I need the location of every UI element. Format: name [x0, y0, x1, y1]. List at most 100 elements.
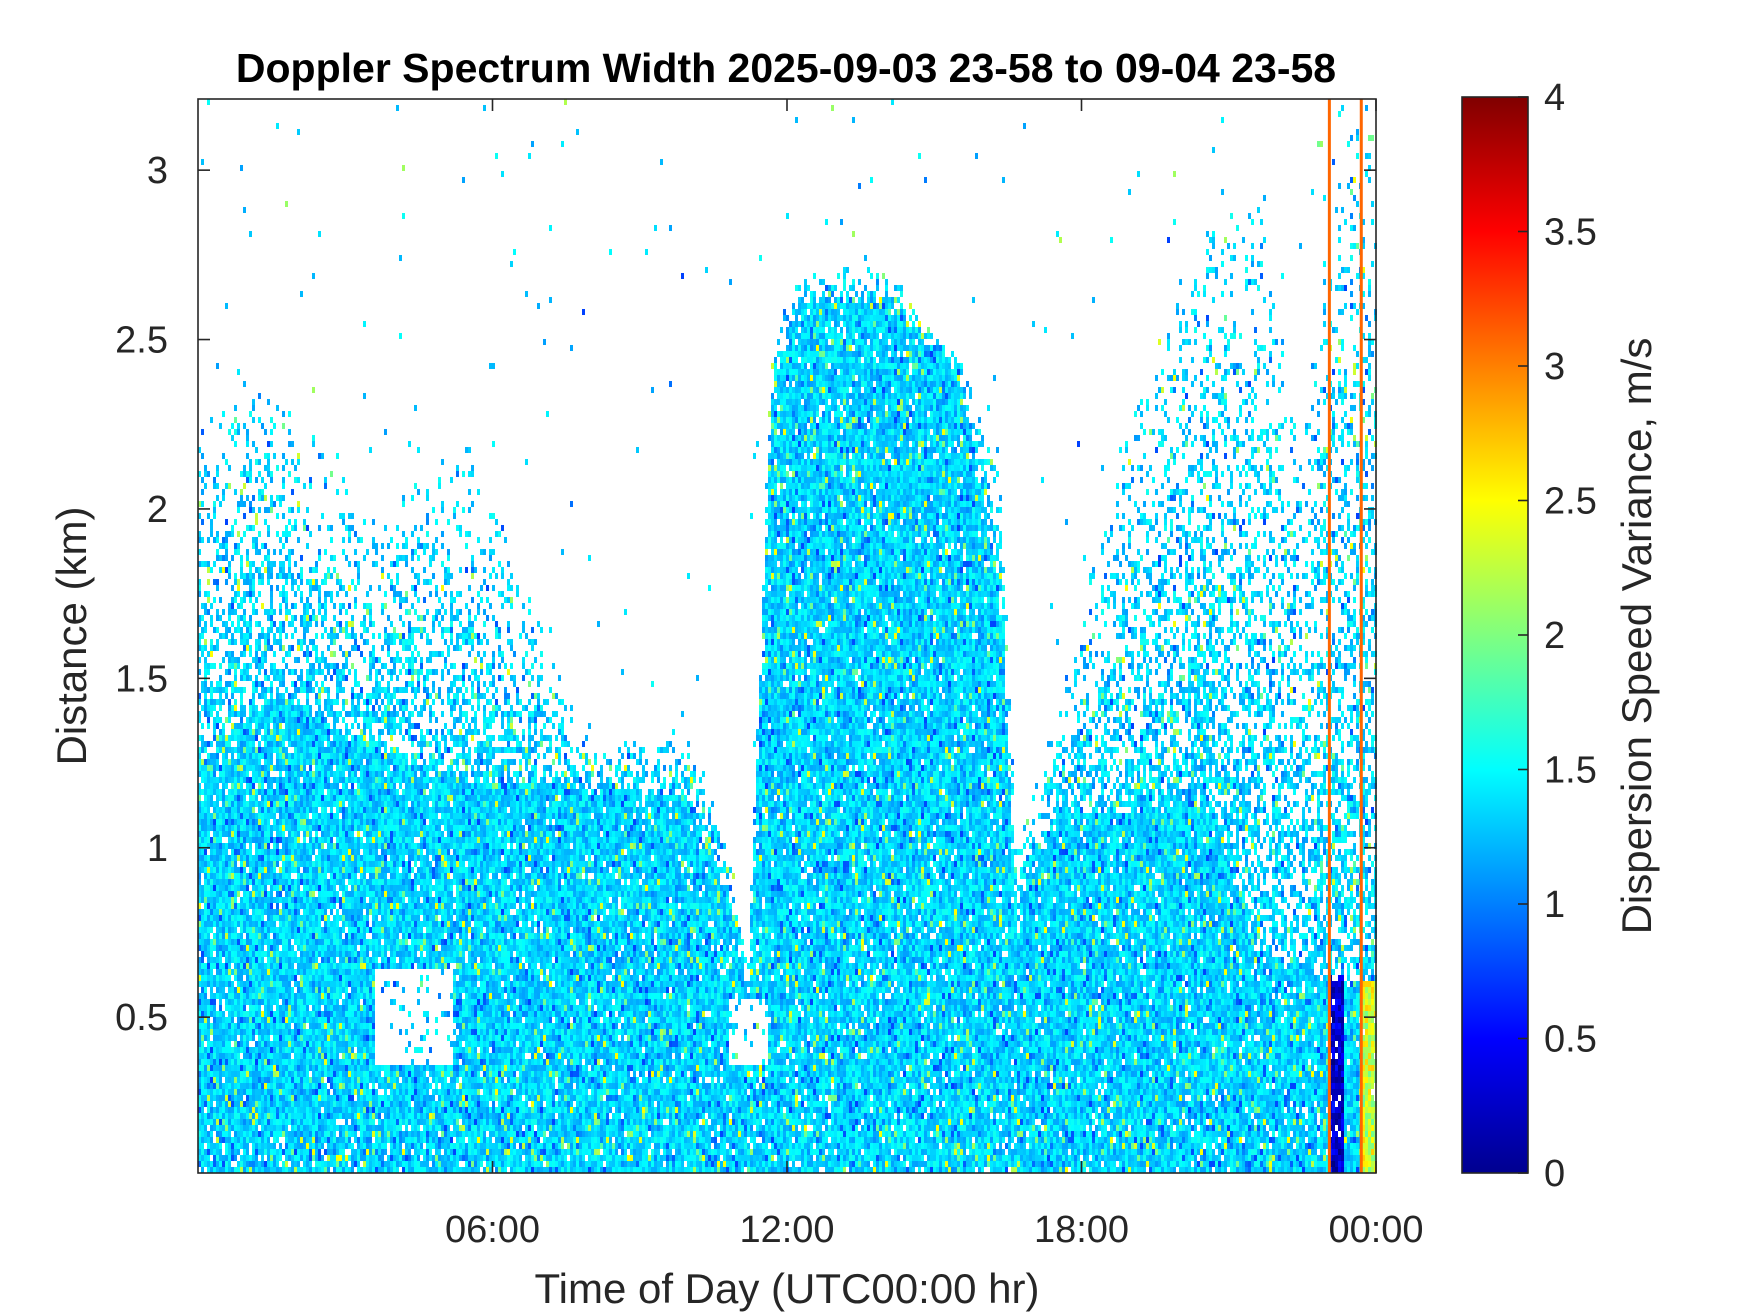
- heatmap-cell: [270, 873, 273, 879]
- heatmap-cell: [243, 597, 246, 603]
- heatmap-cell: [228, 1089, 231, 1095]
- heatmap-cell: [231, 993, 234, 999]
- heatmap-cell: [207, 1089, 210, 1095]
- heatmap-cell: [225, 963, 228, 969]
- heatmap-cell: [225, 567, 228, 573]
- heatmap-cell: [285, 573, 288, 579]
- heatmap-cell: [255, 1119, 258, 1125]
- heatmap-cell: [282, 513, 285, 519]
- heatmap-cell: [273, 453, 276, 459]
- heatmap-cell: [288, 867, 291, 873]
- heatmap-cell: [246, 1089, 249, 1095]
- heatmap-cell: [249, 927, 252, 933]
- heatmap-cell: [294, 999, 297, 1005]
- heatmap-cell: [273, 1077, 276, 1083]
- heatmap-cell: [249, 567, 252, 573]
- heatmap-cell: [258, 1017, 261, 1023]
- heatmap-cell: [240, 1107, 243, 1113]
- heatmap-cell: [282, 741, 285, 747]
- heatmap-cell: [303, 987, 306, 993]
- heatmap-cell: [276, 933, 279, 939]
- heatmap-cell: [210, 615, 213, 621]
- heatmap-cell: [234, 831, 237, 837]
- heatmap-cell: [279, 639, 282, 645]
- heatmap-cell: [294, 705, 297, 711]
- heatmap-cell: [279, 777, 282, 783]
- heatmap-cell: [279, 537, 282, 543]
- heatmap-cell: [282, 669, 285, 675]
- heatmap-cell: [255, 651, 258, 657]
- heatmap-cell: [219, 981, 222, 987]
- heatmap-cell: [282, 1101, 285, 1107]
- heatmap-cell: [264, 981, 267, 987]
- heatmap-cell: [231, 1059, 234, 1065]
- heatmap-cell: [285, 1101, 288, 1107]
- heatmap-cell: [210, 639, 213, 645]
- heatmap-cell: [282, 1077, 285, 1083]
- heatmap-cell: [279, 879, 282, 885]
- heatmap-cell: [270, 951, 273, 957]
- heatmap-cell: [270, 975, 273, 981]
- heatmap-cell: [210, 621, 213, 627]
- heatmap-cell: [213, 1161, 216, 1167]
- heatmap-cell: [261, 945, 264, 951]
- heatmap-cell: [267, 1149, 270, 1155]
- heatmap-cell: [213, 735, 216, 741]
- heatmap-cell: [207, 783, 210, 789]
- heatmap-cell: [243, 789, 246, 795]
- heatmap-cell: [231, 1149, 234, 1155]
- heatmap-cell: [303, 723, 306, 729]
- heatmap-cell: [285, 957, 288, 963]
- heatmap-cell: [270, 477, 273, 483]
- heatmap-cell: [303, 1161, 306, 1167]
- heatmap-cell: [255, 1005, 258, 1011]
- heatmap-cell: [240, 1161, 243, 1167]
- heatmap-cell: [282, 729, 285, 735]
- heatmap-cell: [279, 1089, 282, 1095]
- heatmap-cell: [255, 1017, 258, 1023]
- heatmap-cell: [243, 1047, 246, 1053]
- heatmap-cell: [204, 771, 207, 777]
- heatmap-cell: [267, 927, 270, 933]
- heatmap-cell: [240, 867, 243, 873]
- heatmap-cell: [210, 1089, 213, 1095]
- heatmap-cell: [303, 711, 306, 717]
- heatmap-cell: [216, 747, 219, 753]
- heatmap-cell: [255, 645, 258, 651]
- heatmap-cell: [261, 735, 264, 741]
- heatmap-cell: [282, 543, 285, 549]
- heatmap-cell: [222, 1047, 225, 1053]
- heatmap-cell: [201, 477, 204, 483]
- heatmap-cell: [294, 1125, 297, 1131]
- heatmap-cell: [231, 1089, 234, 1095]
- heatmap-cell: [234, 915, 237, 921]
- heatmap-cell: [216, 555, 219, 561]
- heatmap-cell: [201, 1089, 204, 1095]
- heatmap-cell: [240, 861, 243, 867]
- heatmap-cell: [252, 1143, 255, 1149]
- heatmap-cell: [201, 603, 204, 609]
- heatmap-cell: [306, 1161, 309, 1167]
- heatmap-cell: [303, 603, 306, 609]
- heatmap-cell: [222, 1017, 225, 1023]
- heatmap-cell: [216, 759, 219, 765]
- heatmap-cell: [267, 399, 270, 405]
- heatmap-cell: [303, 1155, 306, 1161]
- heatmap-cell: [273, 993, 276, 999]
- heatmap-cell: [204, 1065, 207, 1071]
- heatmap-cell: [237, 1083, 240, 1089]
- heatmap-cell: [243, 639, 246, 645]
- heatmap-cell: [282, 1071, 285, 1077]
- heatmap-cell: [246, 1011, 249, 1017]
- heatmap-cell: [264, 855, 267, 861]
- heatmap-cell: [228, 771, 231, 777]
- heatmap-cell: [255, 951, 258, 957]
- heatmap-cell: [228, 483, 231, 489]
- heatmap-cell: [258, 711, 261, 717]
- heatmap-cell: [240, 1125, 243, 1131]
- heatmap-cell: [306, 927, 309, 933]
- heatmap-cell: [297, 1053, 300, 1059]
- heatmap-cell: [246, 891, 249, 897]
- heatmap-cell: [282, 807, 285, 813]
- heatmap-cell: [261, 1047, 264, 1053]
